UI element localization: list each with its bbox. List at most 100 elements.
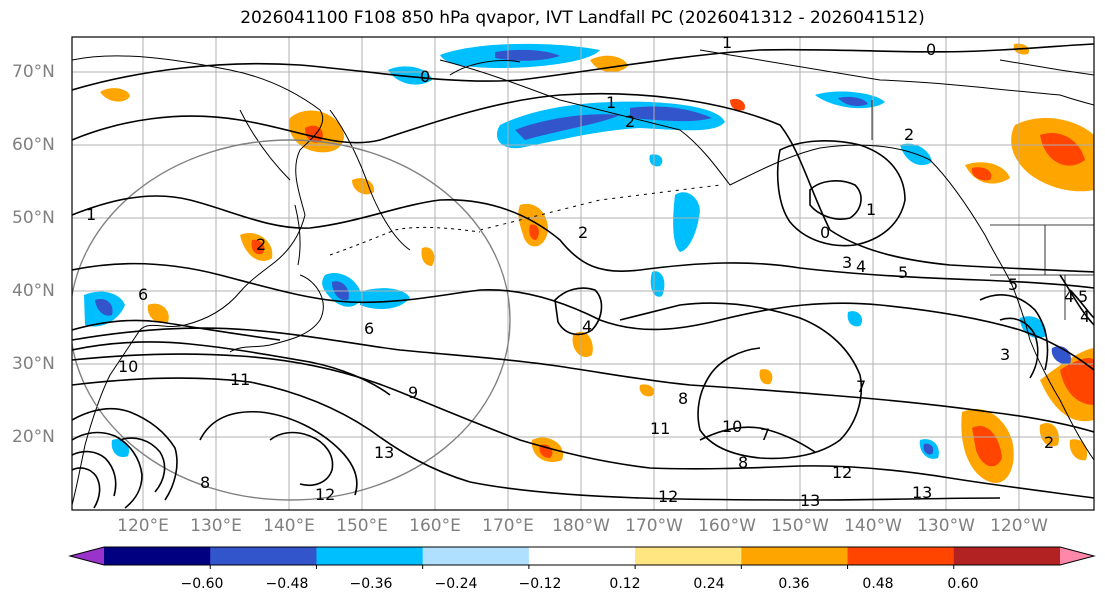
lon-label: 130°W — [917, 516, 975, 536]
colorbar-tick-label: −0.12 — [518, 576, 562, 592]
negative-anomaly-area — [847, 311, 863, 327]
lon-label: 140°W — [844, 516, 902, 536]
contour-label: 10 — [722, 417, 742, 436]
lat-label: 30°N — [12, 354, 55, 374]
contour-label: 1 — [722, 33, 732, 52]
contour-label: 1 — [86, 205, 96, 224]
positive-anomaly-area — [639, 384, 655, 397]
colorbar-tick-label: 0.12 — [609, 576, 641, 592]
positive-anomaly-area — [147, 303, 169, 324]
map-frame — [71, 36, 1095, 511]
colorbar-tick-label: 0.36 — [778, 576, 810, 592]
contour-label: 3 — [1000, 345, 1010, 364]
positive-anomaly-core — [1040, 132, 1085, 166]
colorbar-tick-label: 0.60 — [947, 576, 979, 592]
contour-label: 4 — [582, 317, 592, 336]
negative-anomaly-core — [838, 96, 868, 106]
canada-arctic-coast — [699, 49, 1094, 106]
lon-label: 140°E — [263, 516, 315, 536]
negative-anomaly-area — [388, 66, 432, 85]
contour-label: 1 — [606, 93, 616, 112]
contour-label: 2 — [625, 112, 635, 131]
contour-label: 11 — [230, 370, 250, 389]
colorbar-segment — [210, 547, 317, 565]
positive-anomaly-area — [759, 369, 773, 385]
positive-anomaly-core — [251, 239, 265, 255]
contour-label: 0 — [820, 223, 830, 242]
lon-label: 150°W — [771, 516, 829, 536]
positive-anomaly-area — [590, 55, 628, 73]
sakhalin — [294, 204, 301, 266]
negative-anomaly-core — [630, 106, 712, 122]
contour-label: 11 — [650, 419, 670, 438]
colorbar-segment — [635, 547, 742, 565]
contour-label: 5 — [1078, 287, 1088, 306]
lon-label: 160°E — [409, 516, 461, 536]
contour-label: 7 — [856, 377, 866, 396]
contour-label: 8 — [738, 453, 748, 472]
contour-label: 2 — [1044, 433, 1054, 452]
contour-label: 13 — [912, 483, 932, 502]
contour-label: 5 — [898, 263, 908, 282]
colorbar-tick-label: −0.48 — [265, 576, 309, 592]
hudson-border — [999, 59, 1094, 76]
contour-label: 7 — [760, 425, 770, 444]
contour-label: 2 — [904, 125, 914, 144]
contour-label: 13 — [800, 491, 820, 510]
colorbar-tick-label: −0.36 — [349, 576, 393, 592]
colorbar-extend-max — [1060, 547, 1094, 565]
contour-label: 2 — [578, 223, 588, 242]
lon-label: 130°E — [190, 516, 242, 536]
contour-label: 3 — [842, 253, 852, 272]
asia-coastline — [72, 55, 323, 506]
contour-label: 4 — [1064, 287, 1074, 306]
colorbar-segment — [422, 547, 530, 565]
negative-anomaly-core — [923, 443, 934, 455]
colorbar-segment — [104, 547, 211, 565]
colorbar-segment — [528, 547, 636, 565]
negative-anomaly-area — [360, 288, 410, 310]
contour-label: 8 — [200, 473, 210, 492]
graticule — [72, 37, 1094, 510]
colorbar-tick-label: −0.24 — [434, 576, 478, 592]
positive-anomaly-area — [100, 88, 130, 102]
colorbar-segment — [741, 547, 849, 565]
chukotka-coast — [449, 60, 521, 76]
map-title: 2026041100 F108 850 hPa qvapor, IVT Land… — [240, 8, 925, 28]
contour-label: 12 — [315, 485, 335, 504]
positive-anomaly-core — [971, 167, 992, 181]
contour-label: 9 — [408, 383, 418, 402]
negative-anomaly-core — [515, 114, 620, 140]
negative-anomaly-core — [95, 298, 113, 316]
contour-label: 12 — [832, 463, 852, 482]
colorbar-tick-label: 0.24 — [693, 576, 725, 592]
colorbar-outline — [68, 546, 1096, 566]
colorbar-segment — [847, 547, 955, 565]
lon-label: 120°E — [117, 516, 169, 536]
colorbar-segment — [953, 547, 1061, 565]
contour-label: 4 — [856, 257, 866, 276]
japan-outline — [229, 274, 324, 353]
moisture-anomaly-shading — [84, 43, 1094, 483]
lon-label: 170°W — [625, 516, 683, 536]
positive-anomaly-area — [421, 247, 435, 266]
contour-labels: 1 0 1 2 2 0 0 1 1 2 2 3 4 5 5 4 5 4 6 6 … — [86, 33, 1090, 510]
colorbar-extend-min — [70, 547, 104, 565]
positive-anomaly-core — [972, 426, 1002, 467]
positive-anomaly-area — [352, 178, 375, 195]
coastlines — [72, 49, 1094, 506]
lat-label: 70°N — [12, 62, 55, 82]
lat-label: 20°N — [12, 427, 55, 447]
colorbar — [68, 546, 1096, 569]
contour-label: 6 — [138, 285, 148, 304]
contour-label: 6 — [364, 319, 374, 338]
lat-label: 50°N — [12, 208, 55, 228]
positive-anomaly-core — [1060, 358, 1094, 405]
contour-label: 13 — [374, 443, 394, 462]
okhotsk-coast — [239, 109, 291, 181]
lon-label: 120°W — [990, 516, 1048, 536]
contour-label: 8 — [678, 389, 688, 408]
lat-label: 40°N — [12, 281, 55, 301]
contour-label: 5 — [1008, 275, 1018, 294]
positive-anomaly-area — [1039, 422, 1059, 447]
